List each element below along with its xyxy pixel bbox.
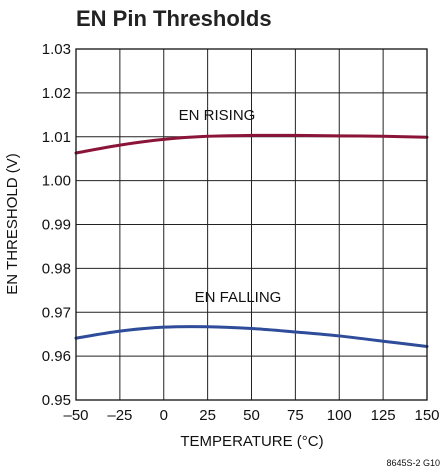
y-tick-label: 0.96 <box>42 348 71 365</box>
y-tick-label: 1.02 <box>42 85 71 102</box>
x-tick-labels: –50 –25 0 25 50 75 100 125 150 <box>63 407 439 424</box>
x-tick-label: 150 <box>414 407 439 424</box>
plot-frame <box>75 48 428 401</box>
y-tick-label: 1.00 <box>42 173 71 190</box>
y-tick-label: 0.97 <box>42 304 71 321</box>
x-tick-label: –50 <box>63 407 88 424</box>
chart-title: EN Pin Thresholds <box>76 6 272 31</box>
y-axis-label: EN THRESHOLD (V) <box>4 153 21 294</box>
x-tick-label: 0 <box>160 407 168 424</box>
x-tick-label: 75 <box>287 407 304 424</box>
series-label-en-rising: EN RISING <box>179 107 256 124</box>
x-axis-label: TEMPERATURE (°C) <box>180 433 323 450</box>
x-tick-label: 125 <box>371 407 396 424</box>
x-tick-label: 25 <box>199 407 216 424</box>
grid <box>75 48 428 401</box>
y-tick-labels: 0.95 0.96 0.97 0.98 0.99 1.00 1.01 1.02 1.03 <box>42 41 71 409</box>
y-tick-label: 1.03 <box>42 41 71 58</box>
x-tick-label: –25 <box>107 407 132 424</box>
y-tick-label: 1.01 <box>42 129 71 146</box>
series-line-en-rising <box>74 133 429 155</box>
y-tick-label: 0.99 <box>42 217 71 234</box>
series-group <box>74 133 429 348</box>
x-tick-label: 100 <box>327 407 352 424</box>
x-tick-label: 50 <box>243 407 260 424</box>
y-tick-label: 0.98 <box>42 260 71 277</box>
series-label-en-falling: EN FALLING <box>195 289 282 306</box>
series-line-en-falling <box>74 325 429 348</box>
figure-id: 8645S-2 G10 <box>386 458 440 468</box>
y-tick-label: 0.95 <box>42 392 71 409</box>
